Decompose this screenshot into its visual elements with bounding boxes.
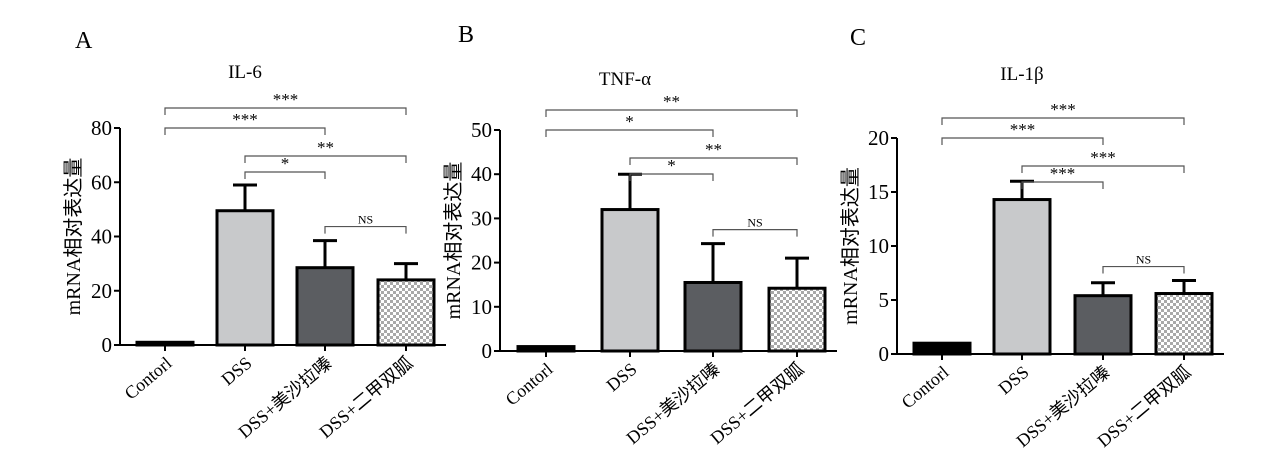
bar-3 [767, 286, 827, 353]
chart-title: IL-1β [1000, 64, 1043, 85]
significance-bracket [244, 171, 326, 179]
y-tick-label: 10 [868, 234, 889, 258]
y-tick-label: 0 [102, 333, 113, 357]
significance-bracket [545, 129, 714, 137]
bar-3 [1154, 292, 1214, 356]
significance-label: *** [1090, 148, 1116, 167]
bar-1 [992, 198, 1052, 356]
x-tick-label: Contorl [502, 359, 557, 410]
significance-bracket [244, 155, 407, 163]
y-tick-label: 30 [471, 206, 492, 230]
y-tick-label: 40 [91, 225, 112, 249]
significance-label: *** [232, 110, 258, 129]
panel-label: A [75, 28, 93, 54]
significance-label: *** [273, 90, 299, 109]
significance-label: NS [1136, 253, 1151, 267]
y-tick-label: 80 [91, 116, 112, 140]
bar-1 [215, 209, 275, 347]
significance-bracket [629, 173, 714, 181]
significance-label: * [667, 156, 676, 175]
bar-0 [135, 340, 195, 347]
y-tick-label: 10 [471, 295, 492, 319]
significance-label: NS [747, 216, 762, 230]
y-tick-label: 0 [482, 339, 493, 363]
significance-label: NS [358, 213, 373, 227]
chart-title: TNF-α [599, 69, 651, 90]
bar-3 [376, 278, 436, 347]
significance-bracket [941, 137, 1104, 145]
x-tick-label: DSS [994, 362, 1032, 399]
significance-label: * [281, 154, 290, 173]
bar-0 [912, 341, 972, 356]
significance-label: *** [1050, 164, 1076, 183]
significance-bracket [941, 117, 1185, 125]
chart-title: IL-6 [228, 62, 262, 83]
panel-label: B [458, 22, 474, 48]
significance-label: ** [705, 140, 722, 159]
significance-bracket [324, 225, 407, 234]
y-tick-label: 50 [471, 118, 492, 142]
y-axis-label: mRNA相对表达量 [62, 158, 85, 316]
y-axis-label: mRNA相对表达量 [442, 162, 465, 320]
significance-label: *** [1050, 100, 1076, 119]
y-tick-label: 20 [91, 279, 112, 303]
bar-0 [516, 345, 576, 353]
bar-2 [683, 280, 743, 353]
y-tick-label: 40 [471, 162, 492, 186]
panel-label: C [850, 25, 866, 51]
x-tick-label: Contorl [121, 353, 176, 404]
significance-label: *** [1010, 120, 1036, 139]
significance-bracket [545, 109, 798, 117]
significance-bracket [712, 228, 798, 237]
y-tick-label: 60 [91, 170, 112, 194]
y-tick-label: 15 [868, 180, 889, 204]
significance-bracket [1102, 265, 1185, 274]
significance-bracket [164, 107, 407, 115]
bar-2 [1073, 294, 1133, 356]
y-tick-label: 20 [471, 251, 492, 275]
y-axis-label: mRNA相对表达量 [839, 167, 862, 325]
bar-1 [600, 208, 660, 353]
significance-bracket [1021, 181, 1104, 189]
significance-label: ** [317, 138, 334, 157]
significance-bracket [629, 157, 798, 165]
x-tick-label: DSS [217, 353, 255, 390]
significance-label: ** [663, 92, 680, 111]
x-tick-label: Contorl [898, 362, 953, 413]
significance-bracket [164, 127, 326, 135]
bar-2 [295, 266, 355, 347]
y-tick-label: 5 [879, 288, 890, 312]
x-tick-label: DSS [602, 359, 640, 396]
significance-bracket [1021, 165, 1185, 173]
y-tick-label: 0 [879, 342, 890, 366]
significance-label: * [625, 112, 634, 131]
y-tick-label: 20 [868, 126, 889, 150]
